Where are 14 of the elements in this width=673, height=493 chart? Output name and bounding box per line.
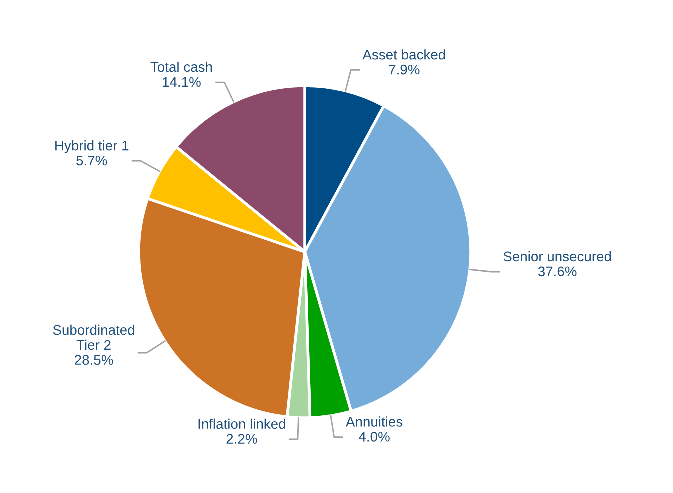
slice-label: Annuities — [346, 416, 403, 427]
slice-label: Total cash — [150, 62, 212, 72]
data-label: 2.2% — [226, 434, 258, 444]
slice-label: Asset backed — [362, 50, 446, 60]
data-label: 7.9% — [389, 64, 420, 75]
data-label: 28.5% — [75, 355, 114, 366]
data-label: 14.1% — [163, 77, 201, 88]
slice-label: Inflation linked — [198, 418, 286, 430]
data-label: 5.7% — [76, 156, 108, 166]
slice-label: Hybrid tier 1 — [56, 140, 129, 154]
data-label: 4.0% — [359, 432, 390, 442]
slice-label: Subordinated Tier 2 — [53, 324, 134, 350]
data-label: 37.6% — [538, 266, 577, 277]
slice-label: Senior unsecured — [504, 251, 612, 262]
